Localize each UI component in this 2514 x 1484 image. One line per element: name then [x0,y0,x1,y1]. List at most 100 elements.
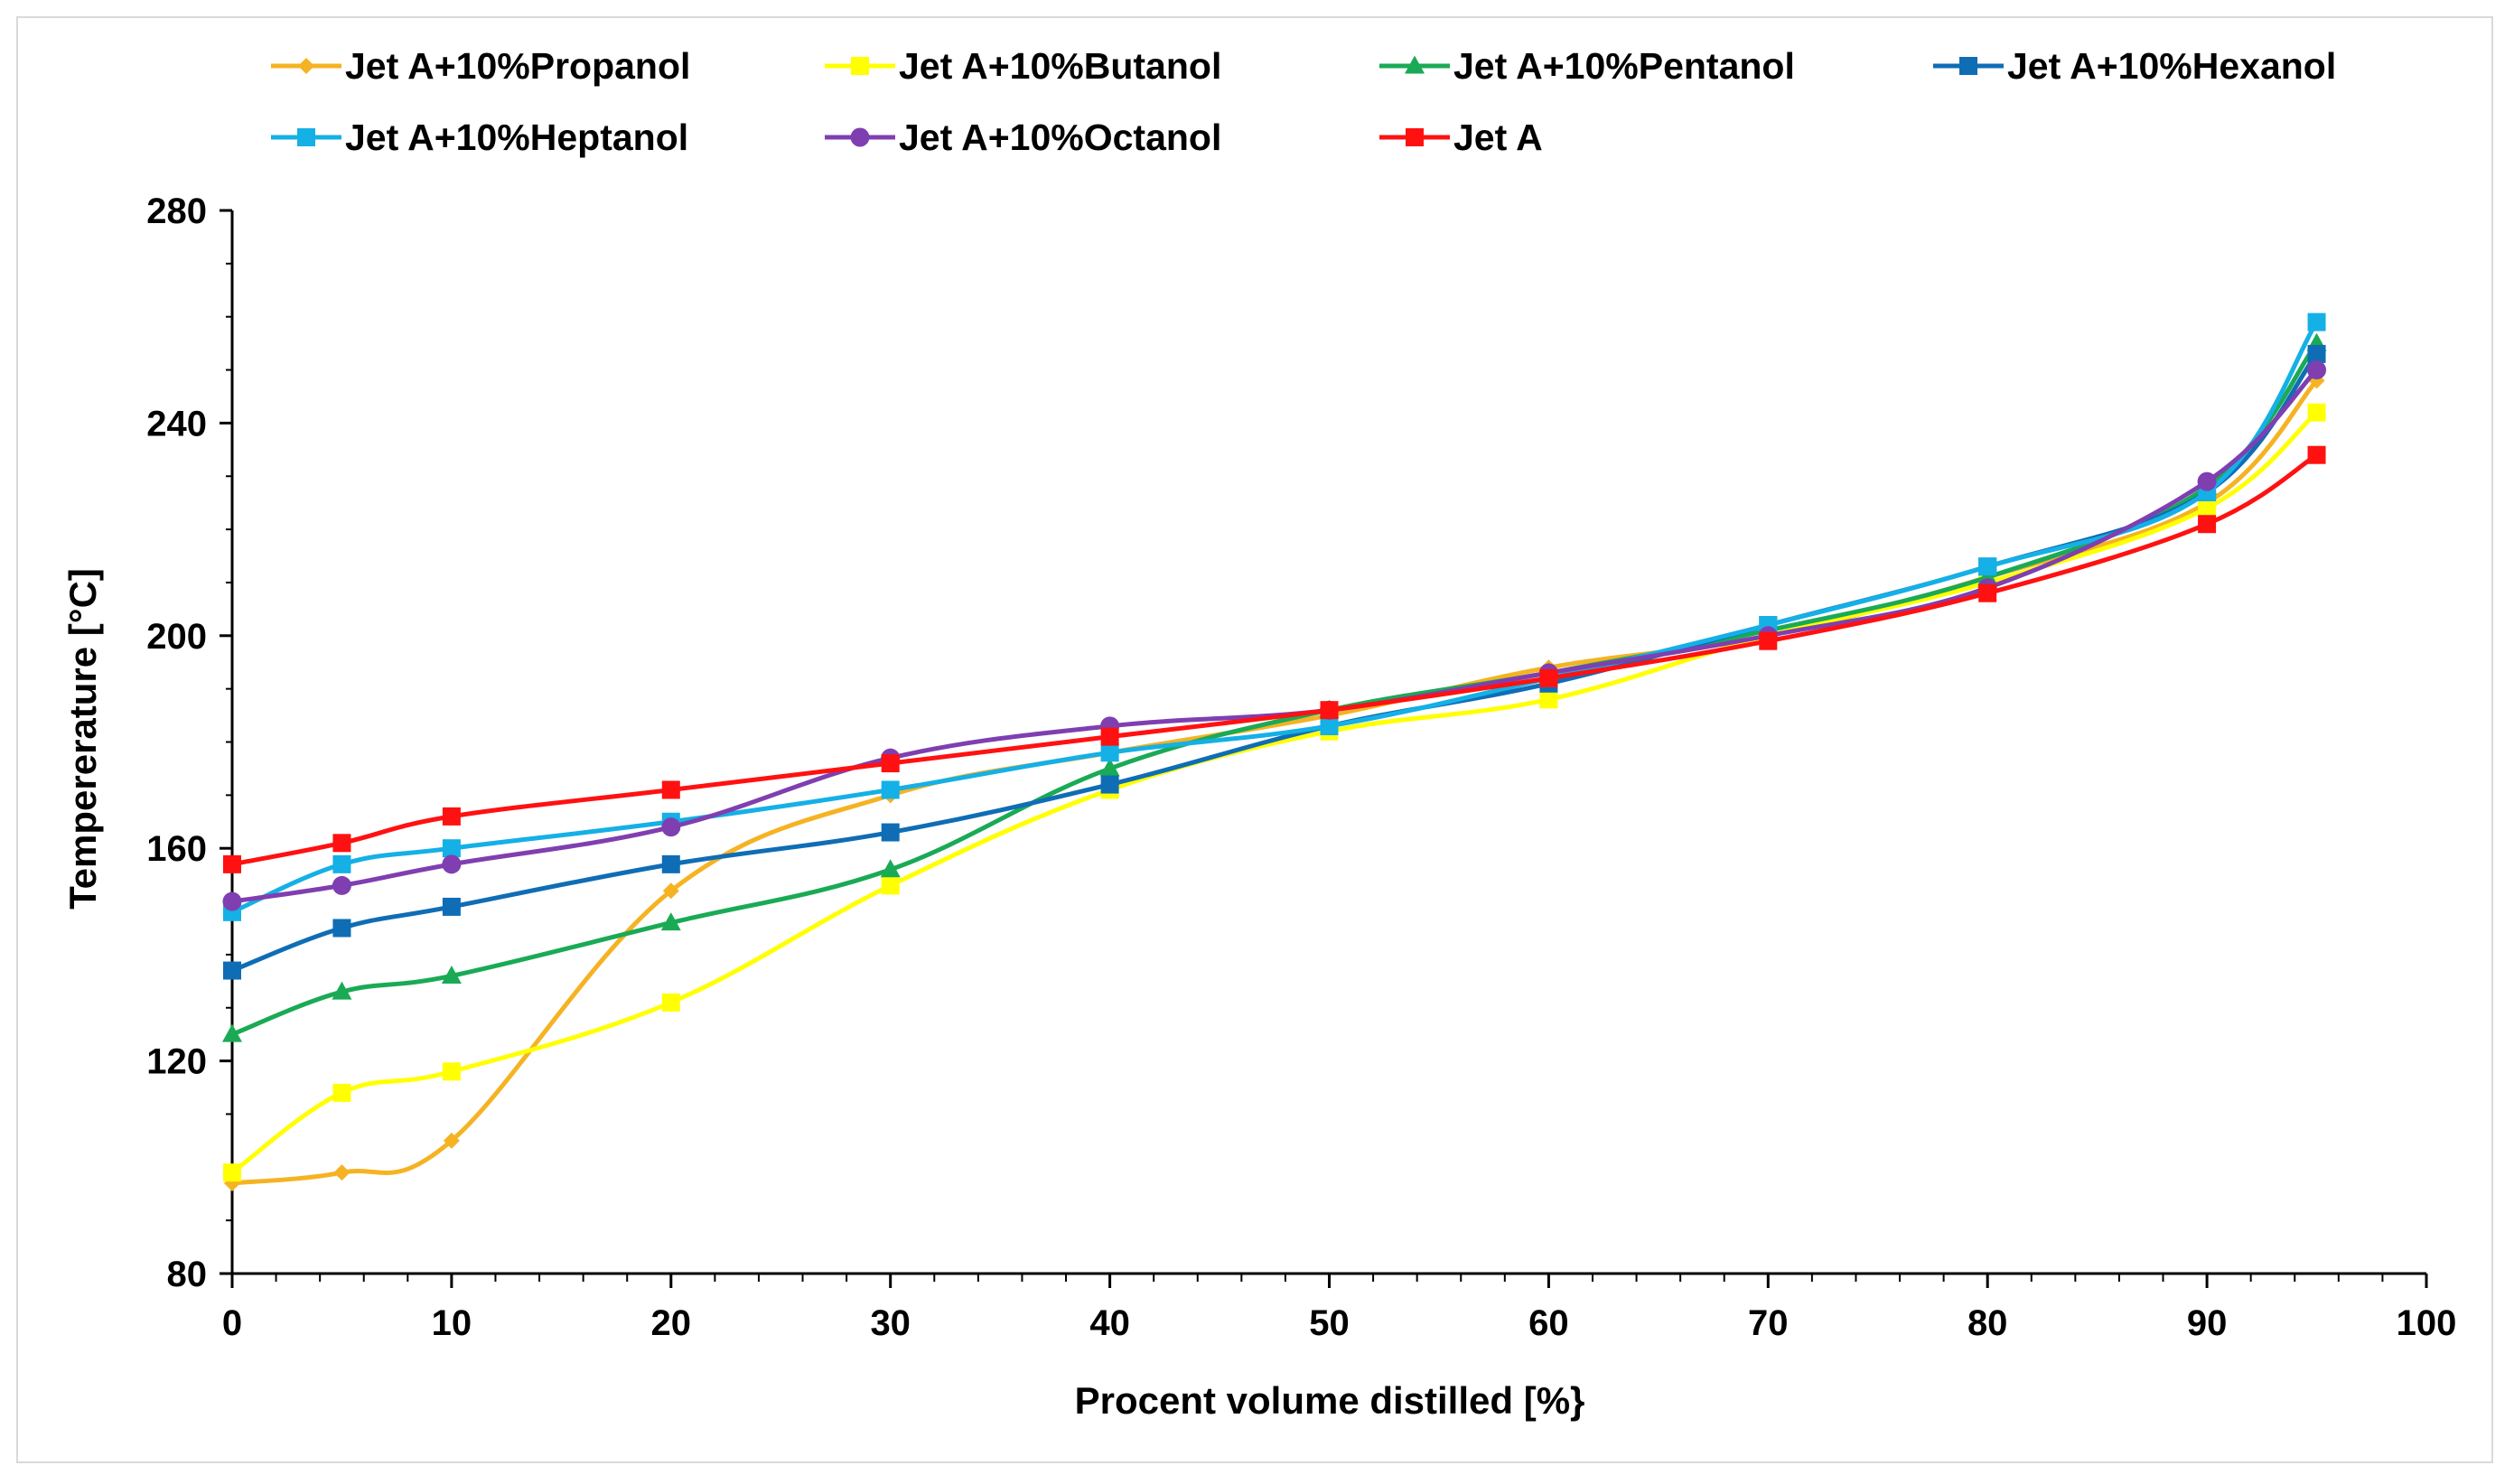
series-5 [222,360,2327,911]
legend-label: Jet A+10%Pentanol [1453,45,1795,87]
series-line [231,453,2318,867]
series-3 [223,344,2326,980]
series-4 [223,313,2326,921]
legend-label: Jet A+10%Propanol [345,45,690,87]
legend-item: Jet A [1379,117,1543,158]
x-tick-label: 10 [432,1303,472,1343]
data-point [332,919,351,938]
y-tick-label: 80 [167,1255,208,1294]
x-axis-title: Procent volume distilled [%} [1075,1379,1585,1422]
data-point [332,834,351,853]
y-tick-label: 280 [146,191,207,231]
series-6 [223,445,2326,873]
data-point [1320,701,1339,720]
data-point [2197,471,2217,491]
legend-label: Jet A [1453,117,1543,158]
legend-marker [297,128,315,146]
data-point [1320,716,1339,735]
series-2 [222,332,2327,1042]
data-point [442,854,462,874]
legend-label: Jet A+10%Butanol [899,45,1221,87]
data-point [881,780,900,799]
x-tick-label: 0 [222,1303,242,1343]
legend-item: Jet A+10%Butanol [825,45,1221,87]
data-point [1978,557,1997,576]
axes: 80 120 160 200 240 280 0 10 20 30 40 50 60 70 80 90 100 [146,191,2456,1343]
series-line [231,378,2319,1186]
series-line [230,410,2319,1175]
legend-item: Jet A+10%Heptanol [271,117,688,158]
y-axis-title: Tempererature [°C] [61,568,104,910]
legend-marker [850,127,870,147]
x-tick-label: 90 [2187,1303,2228,1343]
data-point [442,1062,461,1081]
data-point [223,854,241,873]
x-tick-label: 100 [2397,1303,2457,1343]
data-point [223,1163,241,1182]
series-0 [224,372,2325,1191]
legend-marker [851,57,869,75]
chart-frame [16,16,2493,1463]
series-line [231,352,2319,973]
data-point [662,882,679,900]
x-tick-label: 40 [1089,1303,1130,1343]
data-point [661,817,681,837]
legend-item: Jet A+10%Octanol [825,117,1221,158]
data-point [332,1083,351,1102]
data-point [2307,445,2326,464]
data-point [881,823,900,842]
y-tick-label: 160 [146,829,207,869]
data-point [222,891,242,911]
y-tick-label: 240 [146,404,207,443]
x-tick-label: 70 [1748,1303,1789,1343]
legend-marker [1405,55,1425,74]
data-point [222,1023,242,1042]
data-point [661,993,680,1012]
data-point [661,780,680,799]
legend: Jet A+10%Propanol Jet A+10%Butanol Jet A+1… [271,45,2336,158]
legend-marker [1959,57,1977,75]
legend-label: Jet A+10%Heptanol [345,117,688,158]
data-point [441,965,462,984]
data-point [2198,515,2217,534]
data-point [1099,758,1120,777]
data-point [2307,403,2326,422]
data-point [2307,344,2326,363]
series-line [231,341,2319,1037]
data-point [442,807,461,826]
data-point [332,875,351,895]
data-point [223,961,241,980]
data-point [442,839,461,858]
data-point [2198,499,2217,518]
data-point [881,754,900,773]
data-point [442,897,461,916]
series-line [231,321,2319,915]
legend-marker [1406,128,1424,146]
x-tick-label: 80 [1967,1303,2008,1343]
data-point [2307,313,2326,331]
x-tick-label: 30 [870,1303,911,1343]
series-line [231,368,2319,904]
data-point [2307,360,2327,380]
x-tick-label: 20 [651,1303,692,1343]
data-point [880,859,901,878]
data-point [332,854,351,873]
data-point [1539,668,1558,687]
legend-item: Jet A+10%Pentanol [1379,45,1795,87]
data-point [1539,690,1558,709]
legend-marker [298,58,314,74]
data-point [1978,583,1997,602]
legend-label: Jet A+10%Hexanol [2007,45,2336,87]
series-1 [223,403,2326,1182]
data-point [881,876,900,895]
data-point [1100,743,1119,762]
series-layer [222,313,2327,1191]
data-point [660,912,681,931]
legend-label: Jet A+10%Octanol [899,117,1221,158]
data-point [333,1164,350,1181]
data-point [332,981,352,1000]
data-point [661,854,680,873]
data-point [1759,631,1778,650]
legend-item: Jet A+10%Propanol [271,45,690,87]
